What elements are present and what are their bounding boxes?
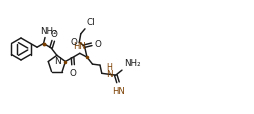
Text: HN: HN xyxy=(73,42,86,51)
Text: NH₂: NH₂ xyxy=(40,26,57,35)
Text: NH₂: NH₂ xyxy=(124,58,141,67)
Text: N: N xyxy=(106,69,113,78)
Text: O: O xyxy=(94,40,101,49)
Text: O: O xyxy=(70,38,77,47)
Text: N: N xyxy=(54,57,60,66)
Text: O: O xyxy=(50,30,57,39)
Text: H: H xyxy=(106,62,113,71)
Text: HN: HN xyxy=(112,86,124,95)
Text: O: O xyxy=(70,68,76,77)
Text: Cl: Cl xyxy=(87,18,96,27)
